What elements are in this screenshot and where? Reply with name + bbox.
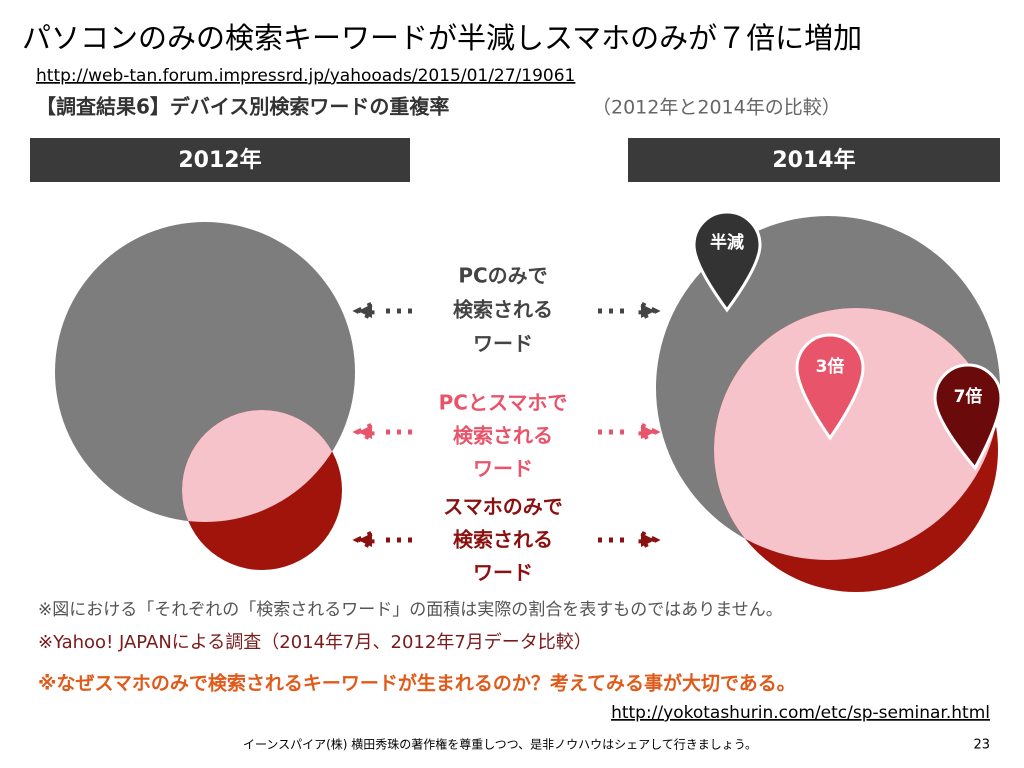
footer-link[interactable]: http://yokotashurin.com/etc/sp-seminar.h… bbox=[611, 703, 990, 723]
legend-pc: PCのみで 検索される ワード bbox=[352, 264, 661, 356]
legend-text: PCのみで bbox=[458, 264, 547, 288]
pin bbox=[795, 333, 865, 441]
arrow bbox=[352, 299, 416, 323]
pin-label: 3倍 bbox=[816, 356, 845, 377]
pin-label: 半減 bbox=[710, 232, 744, 253]
arrow bbox=[352, 420, 416, 444]
legend-sp: スマホのみで 検索される ワード bbox=[352, 495, 661, 585]
arrow bbox=[352, 528, 416, 552]
legend-text: スマホのみで bbox=[443, 495, 562, 519]
overlap bbox=[714, 308, 998, 560]
slide-title: パソコンのみの検索キーワードが半減しスマホのみが７倍に増加 bbox=[22, 21, 862, 55]
figure-heading-note: （2012年と2014年の比較） bbox=[592, 97, 841, 119]
page-number: 23 bbox=[973, 738, 990, 753]
panel-label: 2014年 bbox=[772, 147, 855, 173]
legend-text: ワード bbox=[473, 561, 533, 585]
legend-text: PCとスマホで bbox=[439, 391, 568, 415]
pin bbox=[933, 363, 1003, 471]
pin-label: 7倍 bbox=[954, 386, 983, 407]
panel-bar bbox=[30, 138, 410, 182]
panel-label: 2012年 bbox=[178, 147, 261, 173]
legend-text: ワード bbox=[473, 332, 533, 356]
figure-note: ※Yahoo! JAPANによる調査（2014年7月、2012年7月データ比較） bbox=[38, 632, 592, 653]
arrow bbox=[598, 528, 661, 552]
legend-text: 検索される bbox=[453, 298, 553, 322]
legend-text: 検索される bbox=[453, 424, 553, 448]
legend-text: 検索される bbox=[453, 528, 553, 552]
source-link[interactable]: http://web-tan.forum.impressrd.jp/yahooa… bbox=[36, 66, 575, 86]
copyright: イーンスパイア(株) 横田秀珠の著作権を尊重しつつ、是非ノウハウはシェアして行き… bbox=[243, 737, 757, 752]
arrow bbox=[598, 420, 661, 444]
footer-note: ※なぜスマホのみで検索されるキーワードが生まれるのか？考えてみる事が大切である。 bbox=[38, 672, 796, 695]
pin bbox=[692, 210, 762, 313]
figure-note: ※図における「それぞれの「検索されるワード」の面積は実際の割合を表すものではあり… bbox=[38, 600, 783, 620]
legend-text: ワード bbox=[473, 457, 533, 481]
panel-bar bbox=[628, 138, 1000, 182]
arrow bbox=[598, 299, 661, 323]
figure-heading: 【調査結果6】デバイス別検索ワードの重複率 bbox=[36, 95, 449, 119]
legend-both: PCとスマホで 検索される ワード bbox=[352, 391, 661, 481]
overlap bbox=[182, 410, 342, 522]
